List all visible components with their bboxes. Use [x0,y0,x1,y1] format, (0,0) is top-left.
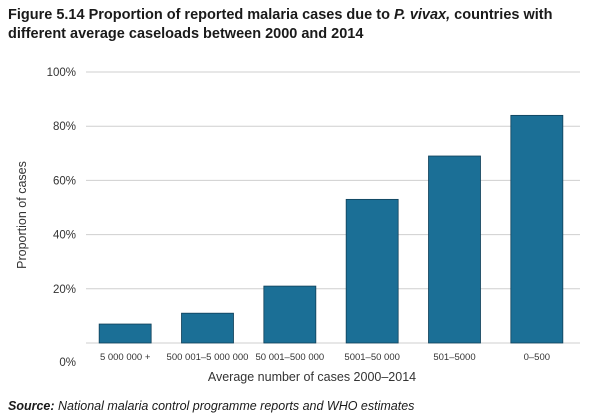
x-tick-label: 501–5000 [433,352,475,363]
y-tick-label: 80% [53,121,76,133]
y-tick-label: 20% [53,284,76,296]
bar-4 [428,155,481,344]
x-axis-title: Average number of cases 2000–2014 [208,370,416,384]
bar-1 [181,312,234,344]
figure-title-species: P. vivax, [393,7,451,23]
source-label: Source: [8,399,55,413]
figure-title-prefix: Figure 5.14 Proportion of reported malar… [8,7,394,23]
x-tick-label: 0–500 [524,352,550,363]
y-tick-label: 40% [53,230,76,242]
bar-0 [98,323,152,344]
bar-2 [263,285,317,344]
figure-title-suffix: countries with different average caseloa… [8,7,553,42]
figure-title: Figure 5.14 Proportion of reported malar… [8,6,592,44]
x-tick-label: 50 001–500 000 [255,352,324,363]
x-tick-label: 5001–50 000 [344,352,399,363]
gridlines [86,71,580,344]
bar-3 [345,198,399,344]
y-tick-labels: 0% 20% 40% 60% 80% 100% [47,67,76,369]
x-tick-label: 500 001–5 000 000 [167,352,249,363]
y-axis-title: Proportion of cases [15,161,29,269]
y-tick-label: 100% [47,67,76,79]
y-tick-label: 60% [53,175,76,187]
figure-source: Source: National malaria control program… [8,399,414,413]
x-tick-labels: 5 000 000 + 500 001–5 000 000 50 001–500 0… [100,352,550,363]
source-text: National malaria control programme repor… [54,399,415,413]
bars [98,114,564,344]
y-tick-label: 0% [59,357,76,369]
x-tick-label: 5 000 000 + [100,352,151,363]
bar-5 [510,114,564,344]
